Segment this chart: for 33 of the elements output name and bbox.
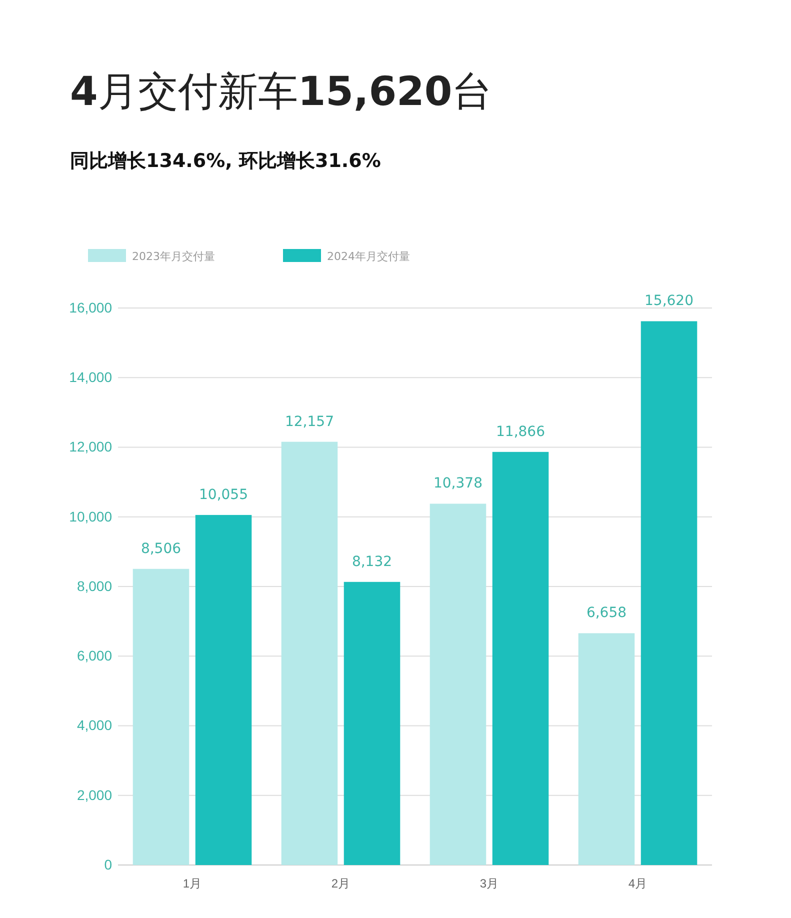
y-tick-label: 14,000 (69, 369, 112, 386)
y-tick-label: 16,000 (69, 299, 112, 316)
y-tick-label: 6,000 (76, 648, 112, 664)
y-tick-label: 8,000 (76, 578, 112, 594)
y-tick-label: 10,000 (69, 508, 112, 524)
y-tick-label: 4,000 (76, 717, 112, 734)
bar (430, 504, 486, 865)
data-label: 6,658 (586, 605, 627, 622)
bar (578, 633, 635, 865)
y-tick-label: 0 (104, 856, 112, 872)
legend-label: 2023年月交付量 (132, 250, 215, 263)
data-label: 8,132 (352, 554, 392, 570)
x-tick-label: 3月 (480, 876, 499, 891)
bar (132, 568, 190, 865)
x-tick-label: 1月 (182, 876, 202, 891)
data-label: 8,506 (140, 540, 182, 557)
chart-subtitle: 同比增长134.6%, 环比增长31.6% (70, 150, 381, 172)
data-label: 15,620 (644, 293, 694, 310)
x-tick-label: 4月 (628, 876, 648, 891)
y-tick-label: 2,000 (76, 786, 112, 803)
data-label: 11,866 (496, 424, 546, 440)
bar (344, 582, 400, 865)
data-label: 10,378 (433, 476, 482, 492)
bar (640, 321, 698, 865)
data-label: 10,055 (199, 486, 248, 503)
bar (195, 514, 252, 865)
bar (492, 452, 549, 865)
bar (281, 442, 338, 865)
x-tick-label: 2月 (331, 876, 350, 891)
legend-label: 2024年月交付量 (327, 250, 410, 263)
chart-title: 4月交付新车15,620台 (70, 69, 492, 115)
y-tick-label: 12,000 (69, 438, 112, 455)
data-label: 12,157 (284, 414, 334, 430)
